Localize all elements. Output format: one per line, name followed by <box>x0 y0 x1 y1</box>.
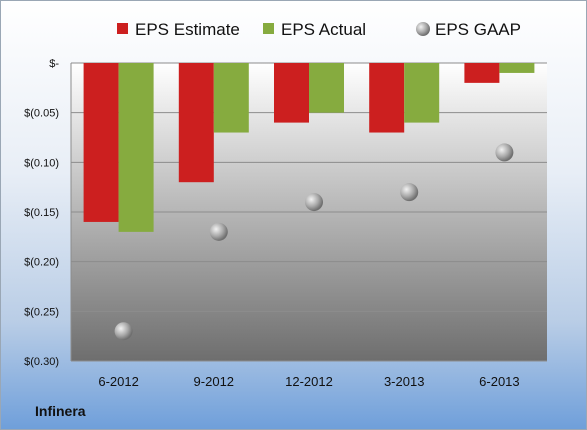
y-tick-label: $- <box>49 58 59 70</box>
bar-eps-actual <box>404 63 440 123</box>
bar-eps-estimate <box>274 63 309 123</box>
legend-swatch <box>263 23 274 34</box>
y-tick-label: $(0.30) <box>24 356 59 368</box>
legend-swatch <box>416 22 430 36</box>
legend-label: EPS GAAP <box>435 20 521 39</box>
marker-eps-gaap <box>400 183 419 202</box>
legend-swatch <box>117 23 128 34</box>
legend-label: EPS Estimate <box>135 20 240 39</box>
bar-eps-estimate <box>369 63 405 133</box>
marker-eps-gaap <box>209 222 228 241</box>
marker-eps-gaap <box>495 143 514 162</box>
x-tick-label: 9-2012 <box>194 374 234 389</box>
company-name: Infinera <box>35 403 86 419</box>
bar-eps-estimate <box>464 63 500 83</box>
bar-eps-estimate <box>178 63 214 183</box>
x-axis-ticks: 6-2012 9-2012 12-2012 3-2013 6-2013 <box>98 374 519 389</box>
legend-label: EPS Actual <box>281 20 366 39</box>
x-tick-label: 12-2012 <box>285 374 333 389</box>
y-tick-label: $(0.05) <box>24 108 59 120</box>
bar-eps-actual <box>309 63 344 113</box>
y-tick-label: $(0.25) <box>24 306 59 318</box>
bar-eps-estimate <box>83 63 119 222</box>
bar-eps-actual <box>499 63 535 73</box>
y-axis-ticks: $- $(0.05) $(0.10) $(0.15) $(0.20) $(0.25) $(0… <box>24 58 59 368</box>
x-tick-label: 6-2012 <box>98 374 138 389</box>
marker-eps-gaap <box>114 322 133 341</box>
bar-eps-actual <box>213 63 249 133</box>
gaap-markers <box>114 143 514 341</box>
y-tick-label: $(0.10) <box>24 157 59 169</box>
x-tick-label: 3-2013 <box>384 374 424 389</box>
y-tick-label: $(0.20) <box>24 257 59 269</box>
x-tick-label: 6-2013 <box>479 374 519 389</box>
y-tick-label: $(0.15) <box>24 207 59 219</box>
marker-eps-gaap <box>305 193 323 212</box>
bars <box>83 63 535 232</box>
legend: EPS Estimate EPS Actual EPS GAAP <box>117 20 521 39</box>
bar-eps-actual <box>118 63 154 232</box>
